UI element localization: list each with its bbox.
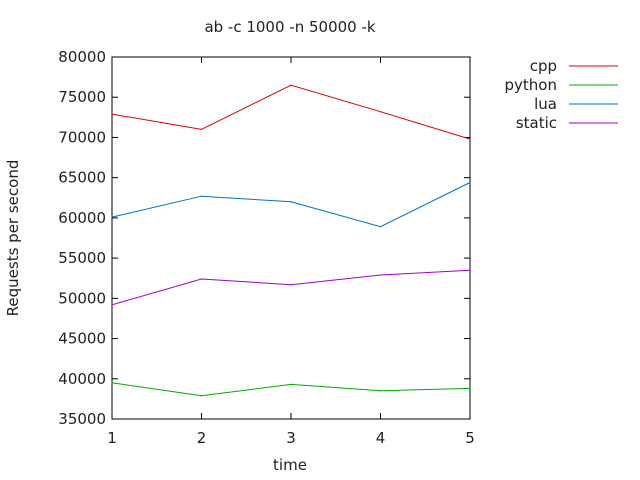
y-tick-label: 75000 [58, 88, 106, 106]
y-tick-label: 45000 [58, 330, 106, 348]
y-tick-label: 60000 [58, 209, 106, 227]
data-point-python [111, 382, 113, 384]
data-point-lua [111, 216, 113, 218]
y-tick-label: 70000 [58, 128, 106, 146]
data-point-cpp [379, 111, 382, 113]
legend-label-lua: lua [534, 95, 557, 113]
data-point-python [290, 383, 292, 386]
y-tick-label: 65000 [58, 169, 106, 187]
data-point-python [469, 387, 471, 390]
data-point-lua [469, 181, 471, 184]
legend-label-static: static [516, 114, 557, 132]
x-axis-label: time [273, 456, 307, 474]
x-tick-label: 1 [107, 429, 117, 447]
y-tick-label: 80000 [58, 48, 106, 66]
data-point-python [200, 395, 203, 397]
y-tick-label: 35000 [58, 410, 106, 428]
legend-label-cpp: cpp [530, 57, 557, 75]
series-line-lua [111, 182, 471, 228]
plot-frame [111, 56, 471, 420]
x-tick-label: 4 [376, 429, 386, 447]
plot-area [111, 56, 471, 420]
data-point-static [111, 304, 113, 306]
y-tick-label: 50000 [58, 289, 106, 307]
y-tick-label: 40000 [58, 370, 106, 388]
data-point-cpp [469, 138, 471, 140]
data-point-lua [290, 201, 292, 203]
data-point-lua [200, 195, 203, 197]
data-point-static [379, 274, 382, 276]
series-line-static [111, 269, 471, 306]
data-point-cpp [111, 113, 113, 115]
data-point-cpp [200, 128, 203, 130]
chart-title: ab -c 1000 -n 50000 -k [204, 18, 375, 36]
x-tick-label: 2 [197, 429, 207, 447]
data-point-python [379, 390, 382, 392]
data-point-static [290, 284, 292, 286]
data-point-lua [379, 226, 382, 228]
data-point-static [200, 278, 203, 280]
legend-label-python: python [505, 76, 557, 94]
x-tick-label: 3 [286, 429, 296, 447]
series-lines [111, 84, 471, 397]
x-tick-label: 5 [465, 429, 475, 447]
y-tick-label: 55000 [58, 249, 106, 267]
y-axis-label: Requests per second [4, 160, 22, 317]
data-point-cpp [290, 84, 292, 86]
series-line-cpp [111, 84, 471, 140]
data-point-static [469, 269, 471, 271]
axis-ticks: 35000 40000 45000 50000 55000 60000 65000 70000… [58, 48, 474, 447]
